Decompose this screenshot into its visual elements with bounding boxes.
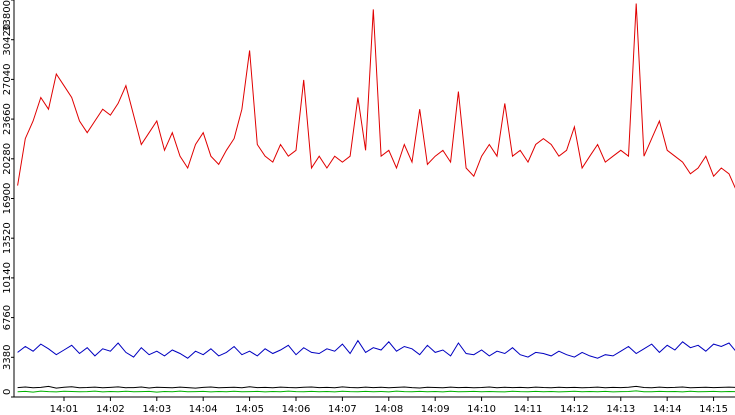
x-tick-label: 14:12 bbox=[560, 404, 589, 415]
series-line bbox=[17, 385, 735, 389]
y-tick-label: 33800 bbox=[2, 0, 13, 32]
x-tick-label: 14:06 bbox=[282, 404, 311, 415]
y-tick-label: 27040 bbox=[2, 63, 13, 95]
y-tick-label: 0 bbox=[2, 389, 13, 395]
y-tick-label: 13520 bbox=[2, 222, 13, 254]
x-tick-label: 14:10 bbox=[467, 404, 496, 415]
x-tick-label: 14:03 bbox=[142, 404, 171, 415]
y-tick-label: 10140 bbox=[2, 262, 13, 294]
series-line bbox=[17, 3, 735, 189]
y-tick-label: 23660 bbox=[2, 103, 13, 135]
x-tick-label: 14:09 bbox=[421, 404, 450, 415]
y-tick-label: 20280 bbox=[2, 143, 13, 175]
x-tick-label: 14:01 bbox=[50, 404, 79, 415]
x-tick-label: 14:15 bbox=[699, 404, 728, 415]
y-tick-label: 6760 bbox=[2, 305, 13, 330]
x-tick-label: 14:02 bbox=[96, 404, 125, 415]
x-tick-label: 14:07 bbox=[328, 404, 357, 415]
x-tick-label: 14:11 bbox=[514, 404, 543, 415]
y-tick-label: 30420 bbox=[2, 24, 13, 56]
series-line bbox=[17, 390, 735, 393]
x-tick-label: 14:05 bbox=[235, 404, 264, 415]
series-line bbox=[17, 339, 735, 359]
x-tick-label: 14:04 bbox=[189, 404, 218, 415]
y-tick-label: 3380 bbox=[2, 345, 13, 370]
x-tick-label: 14:08 bbox=[374, 404, 403, 415]
x-tick-label: 14:13 bbox=[606, 404, 635, 415]
x-tick-label: 14:14 bbox=[653, 404, 682, 415]
y-tick-label: 16900 bbox=[2, 183, 13, 215]
